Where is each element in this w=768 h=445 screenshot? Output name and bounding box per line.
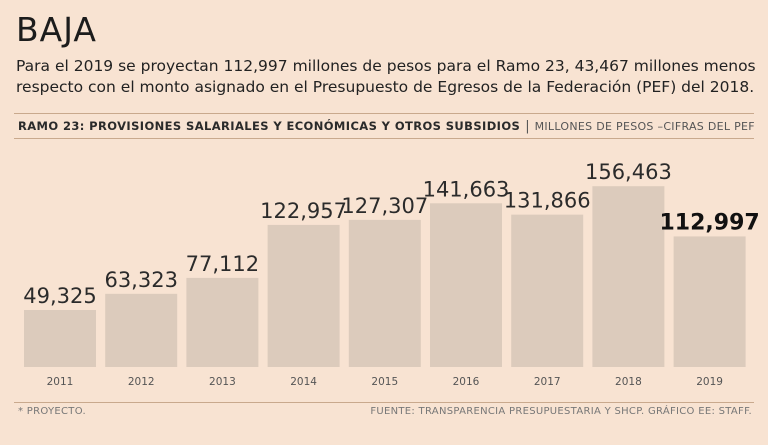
- chart-title: RAMO 23: PROVISIONES SALARIALES Y ECONÓM…: [18, 119, 521, 133]
- year-label-2017: 2017: [534, 376, 561, 388]
- value-label-2012: 63,323: [104, 268, 177, 292]
- headline: BAJA: [16, 10, 97, 49]
- year-label-2011: 2011: [47, 376, 74, 388]
- value-label-2015: 127,307: [341, 194, 428, 218]
- chart-units: MILLONES DE PESOS –CIFRAS DEL PEF: [534, 119, 755, 133]
- bar-2013: [186, 277, 259, 367]
- bar-2014: [267, 224, 340, 367]
- footnote: * PROYECTO.: [18, 406, 86, 417]
- bar-2016: [430, 203, 502, 367]
- value-label-2017: 131,866: [504, 189, 591, 213]
- year-label-2018: 2018: [615, 376, 642, 388]
- bar-2011: [24, 310, 96, 367]
- bar-2017: [511, 214, 584, 367]
- value-label-2019: 112,997: [659, 210, 759, 235]
- intro-text: Para el 2019 se proyectan 112,997 millon…: [16, 57, 756, 96]
- value-label-2016: 141,663: [423, 177, 510, 201]
- footer: * PROYECTO. FUENTE: TRANSPARENCIA PRESUP…: [14, 402, 754, 421]
- bar-2015: [348, 219, 421, 367]
- year-label-2015: 2015: [371, 376, 398, 388]
- year-label-2014: 2014: [290, 376, 317, 388]
- year-label-2012: 2012: [128, 376, 155, 388]
- value-label-2013: 77,112: [186, 252, 259, 276]
- year-label-2019: 2019: [696, 376, 723, 388]
- subtitle-separator: |: [525, 118, 530, 134]
- bar-2018: [592, 186, 665, 367]
- year-label-2013: 2013: [209, 376, 236, 388]
- bar-2012: [105, 293, 178, 367]
- chart-subtitle-bar: RAMO 23: PROVISIONES SALARIALES Y ECONÓM…: [14, 113, 755, 139]
- value-label-2011: 49,325: [23, 284, 96, 308]
- value-label-2014: 122,957: [260, 199, 347, 223]
- year-label-2016: 2016: [453, 376, 480, 388]
- value-label-2018: 156,463: [585, 160, 672, 184]
- bar-chart: 49,325 2011 63,323 2012 77,112 2013 122,957 201…: [23, 160, 759, 388]
- bar-2019: [673, 236, 746, 367]
- source-credit: FUENTE: TRANSPARENCIA PRESUPUESTARIA Y S…: [370, 406, 752, 417]
